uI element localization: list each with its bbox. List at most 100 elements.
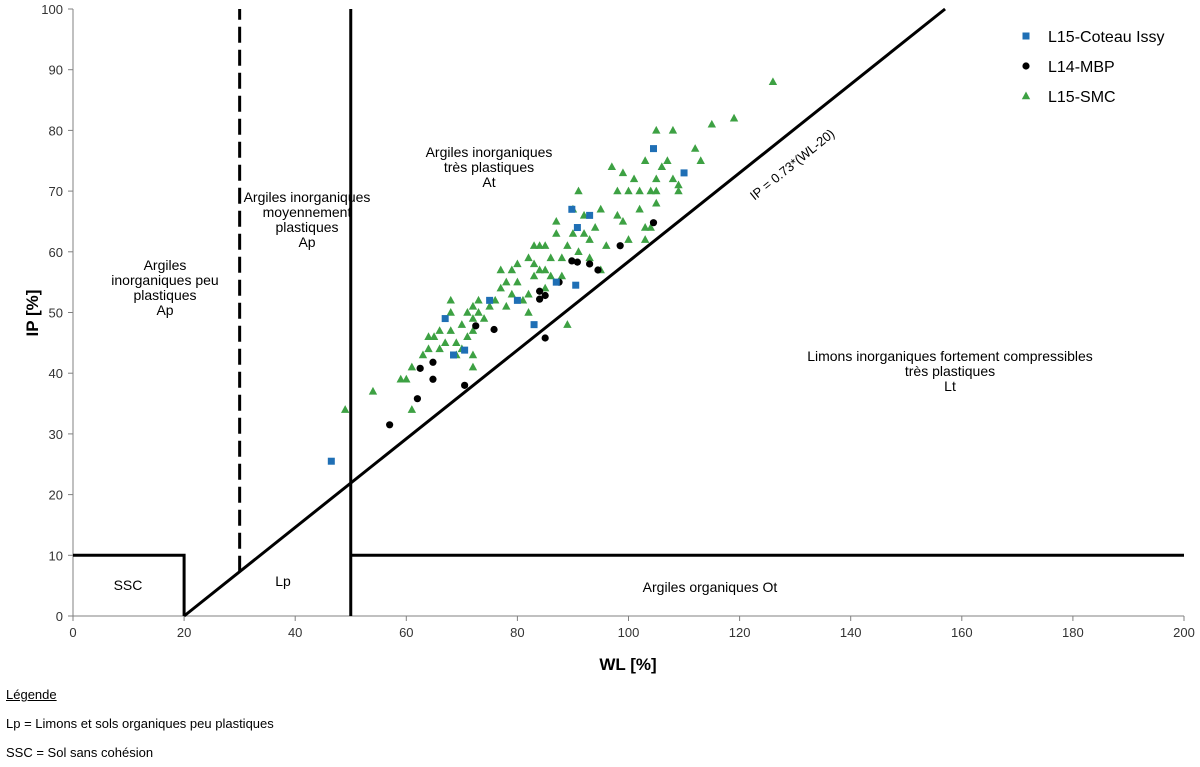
zone-label-ssc: SSC [114,577,143,593]
point-triangle [524,289,533,298]
point-triangle [646,223,655,231]
point-triangle [602,241,611,249]
notes-title: Légende [6,687,57,702]
point-triangle [424,332,433,340]
point-triangle [546,253,555,262]
point-triangle [496,265,505,274]
point-triangle [657,162,667,171]
point-triangle [652,174,661,183]
y-tick-label: 90 [49,63,63,78]
x-tick-label: 60 [399,625,413,640]
zone-label-line: plastiques [275,219,338,235]
point-triangle [552,216,561,225]
point-triangle [624,235,633,243]
point-circle [472,322,480,330]
point-triangle [579,229,589,237]
point-circle [429,358,437,366]
point-triangle [624,186,633,195]
point-triangle [585,235,594,243]
point-circle [386,421,394,429]
point-triangle [396,374,405,383]
x-tick-label: 100 [618,625,640,640]
y-tick-label: 100 [41,2,63,17]
point-triangle [468,314,478,322]
y-tick-label: 30 [49,427,63,442]
point-triangle [668,174,678,183]
y-tick-label: 0 [56,609,63,624]
point-triangle [563,320,572,328]
point-triangle [468,362,478,371]
point-circle [649,219,658,227]
point-triangle [463,308,472,316]
point-triangle [635,204,644,213]
point-triangle [529,259,539,268]
x-tick-label: 200 [1173,625,1195,640]
legend-label: L15-SMC [1048,89,1116,106]
tick-labels: 0 20 40 60 80 100 120 140 160 180 200 0 10 20 30 40 50 60… [41,2,1195,640]
y-tick-label: 70 [49,184,63,199]
x-tick-label: 20 [177,625,191,640]
point-triangle [507,265,517,274]
point-triangle [474,295,483,304]
point-square [486,296,494,304]
point-triangle [546,271,555,280]
zone-label-line: Argiles inorganiques [244,189,371,205]
zone-label-line: moyennement [263,204,352,220]
point-triangle [524,308,533,316]
point-triangle [552,229,561,237]
zone-label-line: très plastiques [444,159,534,175]
point-square [530,321,538,329]
x-tick-label: 120 [729,625,751,640]
point-triangle [402,374,411,383]
point-square [513,296,521,304]
point-triangle [540,241,550,249]
point-circle [586,260,594,268]
y-tick-label: 20 [49,488,63,503]
point-circle [416,364,424,372]
point-triangle [529,241,539,249]
point-triangle [429,332,439,340]
point-triangle [618,168,628,177]
plasticity-chart: 0 20 40 60 80 100 120 140 160 180 200 0 10 20 30 40 50 60… [23,2,1195,674]
x-axis-label: WL [%] [599,655,656,674]
point-triangle [407,362,417,371]
point-triangle [585,253,594,262]
zone-label-line: plastiques [133,287,196,303]
zone-label-line: SSC [114,577,143,593]
zone-label-ot: Argiles organiques Ot [643,579,778,595]
zone-label-line: Limons inorganiques fortement compressib… [807,348,1093,364]
zone-label-line: très plastiques [905,363,995,379]
zone-labels: Argiles inorganiques peu plastiques ApArgil… [111,144,1093,595]
y-tick-label: 40 [49,366,63,381]
point-circle [541,334,549,342]
point-square [572,281,580,289]
point-triangle [507,289,517,298]
point-triangle [607,162,617,171]
point-triangle [479,314,489,322]
point-triangle [574,247,583,255]
point-triangle [496,283,505,292]
point-triangle [668,125,678,134]
x-tick-label: 180 [1062,625,1084,640]
x-tick-label: 0 [69,625,76,640]
notes-item: Lp = Limons et sols organiques peu plast… [6,716,274,731]
point-triangle [468,301,478,310]
point-triangle [524,253,533,262]
zone-label-at: Argiles inorganiques très plastiques At [426,144,553,190]
point-triangle [618,216,628,225]
point-triangle [629,174,639,183]
point-triangle [529,271,539,280]
point-triangle [768,77,778,86]
point-triangle [568,229,578,237]
legend-label: L15-Coteau Issy [1048,29,1165,46]
point-circle [413,395,422,403]
point-circle [594,266,602,274]
point-square [680,169,688,177]
zone-label-line: inorganiques peu [111,272,218,288]
point-square [568,205,576,213]
point-square [461,346,469,354]
point-triangle [457,320,467,328]
point-circle [461,381,469,389]
point-circle [429,375,437,383]
zone-label-lt: Limons inorganiques fortement compressib… [807,348,1093,394]
